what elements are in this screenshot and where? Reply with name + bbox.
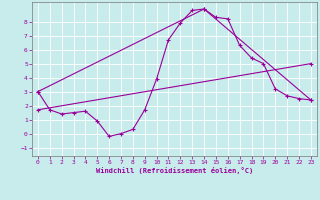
X-axis label: Windchill (Refroidissement éolien,°C): Windchill (Refroidissement éolien,°C) xyxy=(96,167,253,174)
